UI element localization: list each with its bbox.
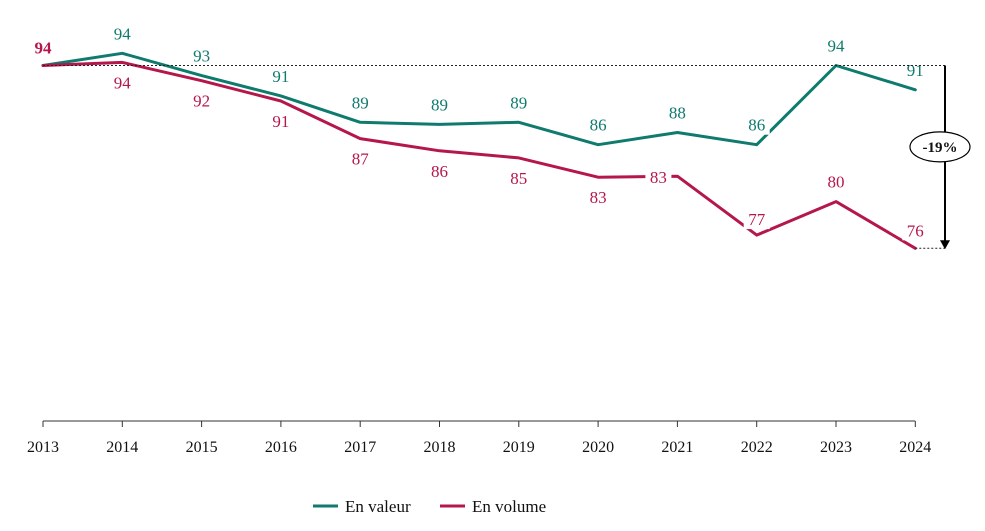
data-label-volume: 92 [193, 92, 210, 111]
data-label-volume: 77 [748, 210, 766, 229]
data-label-volume: 83 [650, 168, 667, 187]
data-label-bg [267, 112, 294, 132]
data-label-volume: 85 [510, 169, 527, 188]
data-label-valeur: 91 [907, 61, 924, 80]
data-label-valeur: 86 [748, 116, 765, 135]
data-label-bg [267, 66, 294, 86]
series-lines [41, 51, 917, 250]
legend-label-volume: En volume [472, 497, 546, 516]
data-label-bg [347, 93, 374, 113]
data-label-bg [426, 161, 453, 181]
data-label-bg [823, 36, 849, 56]
data-label-valeur: 89 [431, 95, 448, 114]
data-label-bg [505, 168, 532, 188]
data-label-bg [823, 172, 849, 192]
data-labels: 94 93 91 89 89 89 86 88 86 94 91 94 94 92 91 87 86 85 83 83… [30, 24, 929, 241]
legend: En valeur En volume [313, 497, 546, 516]
data-label-bg [347, 149, 374, 169]
data-label-valeur: 88 [669, 104, 686, 123]
x-tick-label: 2017 [344, 439, 376, 456]
data-label-volume: 87 [352, 150, 370, 169]
x-tick-label: 2022 [741, 439, 773, 456]
data-label-volume: 94 [114, 73, 132, 92]
change-ellipse [909, 131, 971, 163]
data-label-bg [664, 103, 691, 123]
x-tick-label: 2023 [820, 439, 852, 456]
x-tick-label: 2014 [106, 439, 138, 456]
x-tick-label: 2013 [27, 439, 59, 456]
data-label-valeur: 91 [272, 67, 289, 86]
data-label-valeur: 93 [193, 47, 210, 66]
x-tick-label: 2024 [899, 439, 931, 456]
data-label-bg [188, 91, 215, 111]
change-annotation: -19% [43, 64, 971, 250]
data-label-bg [743, 210, 770, 230]
data-label-valeur: 89 [352, 93, 369, 112]
data-label-volume: 83 [590, 188, 607, 207]
x-tick-label: 2020 [582, 439, 614, 456]
data-label-bg [505, 93, 532, 113]
data-label-volume: 94 [35, 38, 53, 57]
data-label-bg [426, 95, 453, 115]
change-arrow-head [940, 240, 950, 250]
data-label-bg [902, 221, 929, 241]
x-tick-label: 2016 [265, 439, 297, 456]
x-axis: 2013 2014 2015 2016 2017 2018 2019 2020 2021 2022… [27, 420, 931, 456]
x-tick-label: 2018 [424, 439, 456, 456]
data-label-volume: 86 [431, 162, 448, 181]
data-label-bg [743, 115, 770, 135]
data-label-volume: 76 [907, 221, 924, 240]
data-label-bg [30, 38, 56, 58]
data-label-valeur: 86 [590, 116, 607, 135]
x-tick-label: 2021 [661, 439, 693, 456]
data-label-bg [585, 115, 612, 135]
data-label-bg [585, 188, 612, 208]
data-label-valeur: 89 [510, 93, 527, 112]
data-label-volume: 91 [272, 112, 289, 131]
data-label-valeur: 94 [114, 24, 132, 43]
data-label-bg [109, 73, 136, 93]
series-line-valeur [41, 51, 917, 147]
x-tick-label: 2019 [503, 439, 535, 456]
x-tick-label: 2015 [186, 439, 218, 456]
data-label-volume: 80 [828, 173, 845, 192]
data-label-bg [188, 46, 215, 66]
data-label-bg [645, 168, 672, 188]
data-label-valeur: 94 [828, 36, 846, 55]
legend-label-valeur: En valeur [345, 497, 411, 516]
series-line-volume [41, 60, 917, 250]
data-label-bg [109, 24, 136, 44]
change-label: -19% [923, 140, 958, 156]
